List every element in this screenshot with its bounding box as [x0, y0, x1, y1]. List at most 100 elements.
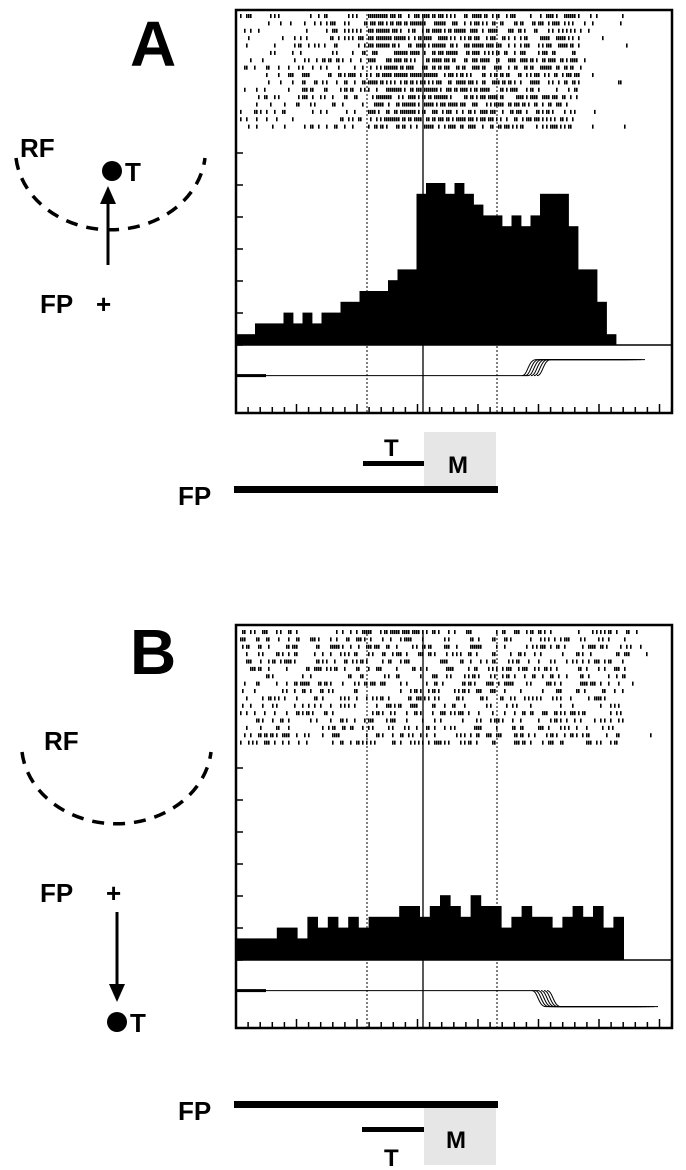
spike-tick [470, 36, 472, 41]
spike-tick [602, 36, 604, 41]
spike-tick [352, 28, 354, 33]
spike-tick [474, 666, 476, 671]
spike-tick [360, 36, 362, 41]
spike-tick [488, 117, 490, 122]
spike-tick [504, 36, 506, 41]
spike-tick [554, 718, 556, 723]
spike-tick [428, 95, 430, 100]
spike-tick [484, 87, 486, 92]
spike-tick [408, 28, 410, 33]
spike-tick [404, 659, 406, 664]
spike-tick [364, 50, 366, 55]
spike-tick [570, 43, 572, 48]
spike-tick [368, 644, 370, 649]
spike-tick [396, 50, 398, 55]
spike-tick [482, 73, 484, 78]
spike-tick [520, 80, 522, 85]
spike-tick [464, 95, 466, 100]
spike-tick [294, 703, 296, 708]
spike-tick [574, 73, 576, 78]
spike-tick [434, 28, 436, 33]
spike-tick [432, 87, 434, 92]
spike-tick [488, 43, 490, 48]
spike-tick [482, 43, 484, 48]
spike-tick [402, 95, 404, 100]
spike-tick [354, 109, 356, 114]
spike-tick [570, 711, 572, 716]
spike-tick [416, 21, 418, 26]
spike-tick [268, 659, 270, 664]
spike-tick [530, 703, 532, 708]
spike-tick [404, 117, 406, 122]
spike-tick [432, 65, 434, 70]
spike-tick [500, 65, 502, 70]
spike-tick [276, 733, 278, 738]
spike-tick [558, 689, 560, 694]
spike-tick [434, 733, 436, 738]
spike-tick [380, 80, 382, 85]
spike-tick [416, 14, 418, 19]
spike-tick [360, 58, 362, 63]
spike-tick [472, 637, 474, 642]
spike-tick [560, 711, 562, 716]
spike-tick [318, 659, 320, 664]
spike-tick [438, 14, 440, 19]
spike-tick [318, 637, 320, 642]
histogram-bar [492, 215, 503, 345]
spike-tick [616, 652, 618, 657]
spike-tick [268, 80, 270, 85]
spike-tick [372, 711, 374, 716]
spike-tick [594, 659, 596, 664]
spike-tick [446, 65, 448, 70]
spike-tick [298, 740, 300, 745]
spike-tick [434, 652, 436, 657]
spike-tick [480, 696, 482, 701]
spike-tick [582, 674, 584, 679]
spike-tick [330, 666, 332, 671]
spike-tick [396, 87, 398, 92]
spike-tick [250, 58, 252, 63]
spike-tick [598, 696, 600, 701]
spike-tick [514, 733, 516, 738]
spike-tick [254, 630, 256, 635]
spike-tick [286, 689, 288, 694]
eye-trace-saccade [527, 359, 637, 377]
spike-tick [396, 73, 398, 78]
panel-letter-a: A [130, 8, 176, 80]
spike-tick [440, 718, 442, 723]
spike-tick [396, 58, 398, 63]
spike-tick [538, 117, 540, 122]
spike-tick [554, 659, 556, 664]
spike-tick [594, 644, 596, 649]
spike-tick [490, 36, 492, 41]
spike-tick [240, 117, 242, 122]
spike-tick [362, 659, 364, 664]
spike-tick [566, 65, 568, 70]
spike-tick [514, 696, 516, 701]
spike-tick [294, 58, 296, 63]
spike-tick [382, 124, 384, 129]
spike-tick [622, 718, 624, 723]
spike-tick [382, 80, 384, 85]
spike-tick [378, 711, 380, 716]
spike-tick [458, 696, 460, 701]
histogram-bar [416, 193, 427, 345]
spike-tick [588, 674, 590, 679]
spike-tick [588, 696, 590, 701]
spike-tick [490, 124, 492, 129]
spike-tick [414, 21, 416, 26]
spike-tick [450, 87, 452, 92]
spike-tick [502, 696, 504, 701]
spike-tick [452, 117, 454, 122]
spike-tick [526, 87, 528, 92]
spike-tick [434, 725, 436, 730]
spike-tick [286, 666, 288, 671]
spike-tick [274, 95, 276, 100]
spike-tick [498, 718, 500, 723]
spike-tick [290, 659, 292, 664]
spike-tick [398, 630, 400, 635]
spike-tick [526, 644, 528, 649]
spike-tick [514, 36, 516, 41]
spike-tick [476, 102, 478, 107]
